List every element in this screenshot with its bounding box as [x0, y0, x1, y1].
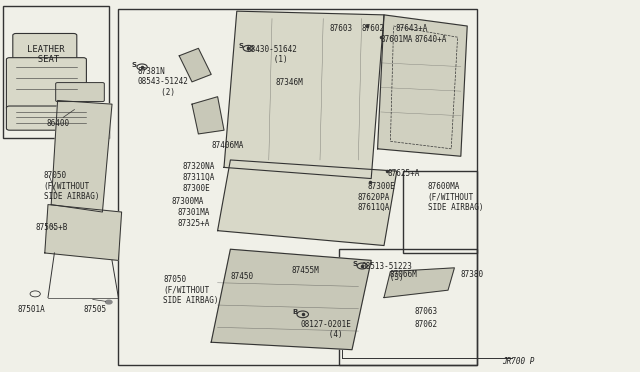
- Text: 87311QA: 87311QA: [182, 173, 215, 182]
- Text: JR700 P: JR700 P: [502, 357, 535, 366]
- Polygon shape: [384, 268, 454, 298]
- Text: 87300E: 87300E: [182, 184, 210, 193]
- Polygon shape: [224, 11, 384, 179]
- Text: 87381N
08543-51242
     (2): 87381N 08543-51242 (2): [138, 67, 188, 97]
- Text: 87063: 87063: [415, 307, 438, 316]
- Text: 87505: 87505: [83, 305, 106, 314]
- Text: 08127-0201E
      (4): 08127-0201E (4): [301, 320, 351, 339]
- Text: S: S: [238, 43, 243, 49]
- Text: 87062: 87062: [415, 320, 438, 329]
- Polygon shape: [218, 160, 397, 246]
- Text: 87346M: 87346M: [275, 78, 303, 87]
- Text: 87325+A: 87325+A: [178, 219, 211, 228]
- Text: S: S: [352, 261, 357, 267]
- FancyBboxPatch shape: [13, 33, 77, 60]
- Text: 87625+A: 87625+A: [387, 169, 420, 178]
- Text: 87300MA: 87300MA: [172, 197, 204, 206]
- Bar: [403, 171, 477, 253]
- Polygon shape: [51, 100, 112, 212]
- Text: 87301MA: 87301MA: [178, 208, 211, 217]
- Text: B: B: [292, 309, 298, 315]
- Bar: [3, 6, 109, 138]
- Polygon shape: [378, 15, 467, 156]
- Text: 08513-51223
      (3): 08513-51223 (3): [362, 262, 412, 282]
- Text: 87050
(F/WITHOUT
SIDE AIRBAG): 87050 (F/WITHOUT SIDE AIRBAG): [44, 171, 99, 201]
- Polygon shape: [45, 205, 122, 260]
- Text: 87300E: 87300E: [368, 182, 396, 191]
- Text: 08430-51642
      (1): 08430-51642 (1): [246, 45, 297, 64]
- Text: 87450: 87450: [230, 272, 253, 280]
- Text: 87066M: 87066M: [389, 270, 417, 279]
- Polygon shape: [192, 97, 224, 134]
- Text: 87380: 87380: [461, 270, 484, 279]
- Bar: [339, 249, 477, 365]
- Text: 87603: 87603: [330, 24, 353, 33]
- Polygon shape: [211, 249, 371, 350]
- Text: 87455M: 87455M: [291, 266, 319, 275]
- FancyBboxPatch shape: [6, 58, 86, 110]
- Text: 87640+A: 87640+A: [414, 35, 447, 44]
- Text: 87050
(F/WITHOUT
SIDE AIRBAG): 87050 (F/WITHOUT SIDE AIRBAG): [163, 275, 219, 305]
- Text: 87406MA: 87406MA: [211, 141, 244, 150]
- FancyBboxPatch shape: [56, 83, 104, 102]
- Text: 87505+B: 87505+B: [35, 223, 68, 232]
- Circle shape: [106, 300, 112, 304]
- Text: 87643+A: 87643+A: [396, 24, 428, 33]
- Text: 87620PA: 87620PA: [357, 193, 390, 202]
- Text: LEATHER
  SEAT: LEATHER SEAT: [27, 45, 65, 64]
- Text: S: S: [132, 62, 137, 68]
- Text: 87501A: 87501A: [18, 305, 45, 314]
- Text: 87600MA
(F/WITHOUT
SIDE AIRBAG): 87600MA (F/WITHOUT SIDE AIRBAG): [428, 182, 483, 212]
- FancyBboxPatch shape: [6, 106, 96, 130]
- Bar: [118, 9, 477, 365]
- Text: 87320NA: 87320NA: [182, 162, 215, 171]
- Text: 87601MA: 87601MA: [381, 35, 413, 44]
- Text: 86400: 86400: [46, 119, 69, 128]
- Polygon shape: [179, 48, 211, 82]
- Text: 87611QA: 87611QA: [357, 203, 390, 212]
- Text: 87602: 87602: [362, 24, 385, 33]
